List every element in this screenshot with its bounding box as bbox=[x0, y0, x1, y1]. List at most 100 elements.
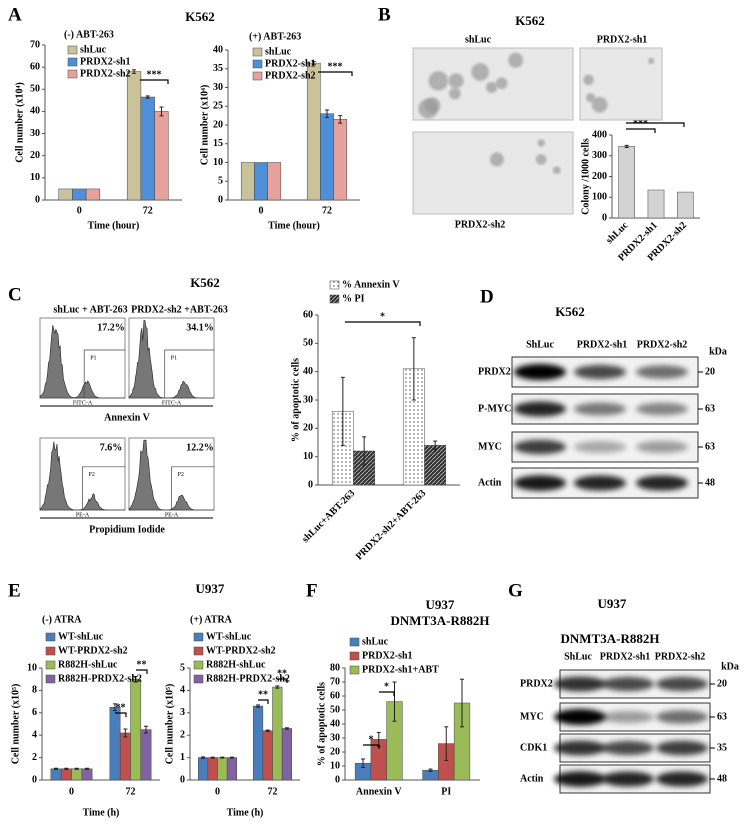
significance-label: * bbox=[380, 311, 385, 322]
y-tick-label: 50 bbox=[330, 704, 340, 715]
panel-label: D bbox=[480, 286, 494, 307]
y-tick-label: 20 bbox=[30, 150, 40, 161]
y-tick-label: 10 bbox=[330, 760, 340, 771]
significance-bracket bbox=[379, 691, 395, 696]
error-bar bbox=[275, 685, 280, 689]
error-bar bbox=[411, 337, 416, 401]
row-label: Actin bbox=[478, 477, 502, 488]
bar bbox=[240, 162, 255, 201]
x-tick-label: PRDX2-sh2+ABT-263 bbox=[354, 488, 428, 562]
legend-swatch bbox=[45, 674, 56, 684]
bar bbox=[424, 445, 447, 486]
kda-label: 63 bbox=[705, 403, 715, 414]
colony bbox=[486, 81, 498, 93]
channel-label: FITC-A bbox=[73, 400, 93, 406]
legend-label: PRDX2-sh1 bbox=[362, 650, 413, 661]
y-tick-label: 40 bbox=[330, 718, 340, 729]
y-tick-label: 80 bbox=[330, 662, 340, 673]
panel-label: B bbox=[378, 4, 391, 25]
error-bar bbox=[159, 106, 164, 117]
row-label: PRDX2 bbox=[520, 678, 553, 689]
legend-swatch bbox=[349, 651, 360, 661]
kda-label: 20 bbox=[705, 366, 715, 377]
error-bar bbox=[444, 726, 449, 761]
legend-swatch bbox=[329, 280, 340, 290]
significance-label: * bbox=[369, 734, 374, 745]
blot-band bbox=[656, 740, 708, 756]
blot-band bbox=[554, 676, 606, 692]
y-axis-label: % of apoptotic cells bbox=[316, 682, 327, 766]
blot-band bbox=[514, 364, 566, 380]
legend-swatch bbox=[252, 47, 263, 57]
y-tick-label: 5 bbox=[218, 176, 223, 187]
x-axis-label: Time (hour) bbox=[268, 220, 320, 231]
significance-label: ** bbox=[258, 689, 268, 700]
lane-label: ShLuc bbox=[564, 651, 592, 662]
bar bbox=[254, 162, 268, 201]
error-bar bbox=[433, 440, 438, 451]
legend-label: % PI bbox=[342, 293, 365, 304]
blot-band bbox=[656, 676, 708, 692]
colony bbox=[428, 71, 449, 91]
colony bbox=[448, 73, 464, 89]
significance-bracket bbox=[115, 712, 127, 717]
y-tick-label: 40 bbox=[30, 106, 40, 117]
bar bbox=[140, 96, 155, 201]
panel-label: C bbox=[8, 284, 22, 305]
blot-band bbox=[636, 365, 688, 379]
y-axis-label: % of apoptotic cells bbox=[290, 358, 301, 442]
y-tick-label: 70 bbox=[330, 676, 340, 687]
error-bar bbox=[229, 756, 234, 759]
error-bar bbox=[220, 756, 225, 759]
blot-band bbox=[636, 440, 688, 454]
y-tick-label: 30 bbox=[330, 732, 340, 743]
significance-bracket bbox=[136, 669, 148, 674]
flow-gate bbox=[164, 349, 214, 398]
y-tick-label: 2 bbox=[32, 752, 37, 763]
legend-label: R882H-shLuc bbox=[206, 659, 266, 670]
bar bbox=[306, 62, 321, 201]
flow-axis-label: Propidium Iodide bbox=[89, 524, 165, 535]
kda-label: 20 bbox=[717, 678, 727, 689]
y-tick-label: 20 bbox=[303, 423, 313, 434]
gate-percent: 7.6% bbox=[100, 442, 123, 453]
channel-label: PE-A bbox=[165, 512, 179, 518]
kda-label: 63 bbox=[717, 711, 727, 722]
legend-swatch bbox=[67, 57, 78, 67]
significance-label: * bbox=[384, 681, 389, 692]
bar bbox=[272, 686, 283, 781]
significance-bracket bbox=[363, 744, 380, 749]
blot-subtitle: DNMT3A-R882H bbox=[561, 631, 660, 646]
legend-swatch bbox=[67, 45, 78, 55]
y-tick-label: 25 bbox=[213, 101, 223, 112]
legend-label: R882H-PRDX2-sh2 bbox=[58, 673, 142, 684]
colony bbox=[471, 63, 490, 81]
colony bbox=[583, 74, 594, 86]
kda-label: 35 bbox=[717, 742, 727, 753]
legend-swatch bbox=[252, 71, 263, 81]
panel-label: G bbox=[508, 580, 523, 601]
y-tick-label: 50 bbox=[30, 84, 40, 95]
error-bar bbox=[361, 758, 365, 768]
x-tick-label: 72 bbox=[126, 786, 136, 797]
legend-label: WT-PRDX2-sh2 bbox=[206, 645, 276, 656]
blot-band bbox=[574, 402, 626, 416]
kda-unit: kDa bbox=[709, 346, 727, 357]
kda-unit: kDa bbox=[721, 661, 739, 672]
y-tick-label: 60 bbox=[303, 309, 313, 320]
error-bar bbox=[143, 725, 148, 734]
x-axis-label: Time (hour) bbox=[88, 220, 140, 231]
colony bbox=[647, 57, 655, 65]
blot-band bbox=[636, 475, 688, 491]
y-tick-label: 3 bbox=[180, 707, 185, 718]
legend-label: WT-shLuc bbox=[58, 631, 104, 642]
error-bar bbox=[340, 376, 345, 446]
y-tick-label: 0 bbox=[602, 212, 607, 223]
significance-label: *** bbox=[633, 118, 648, 129]
x-axis-label: Time (h) bbox=[227, 807, 264, 818]
legend-swatch bbox=[193, 646, 204, 656]
blot-band bbox=[602, 676, 654, 692]
blot-band bbox=[554, 771, 606, 787]
gate-label: P1 bbox=[90, 355, 96, 361]
y-tick-label: 200 bbox=[592, 171, 607, 182]
